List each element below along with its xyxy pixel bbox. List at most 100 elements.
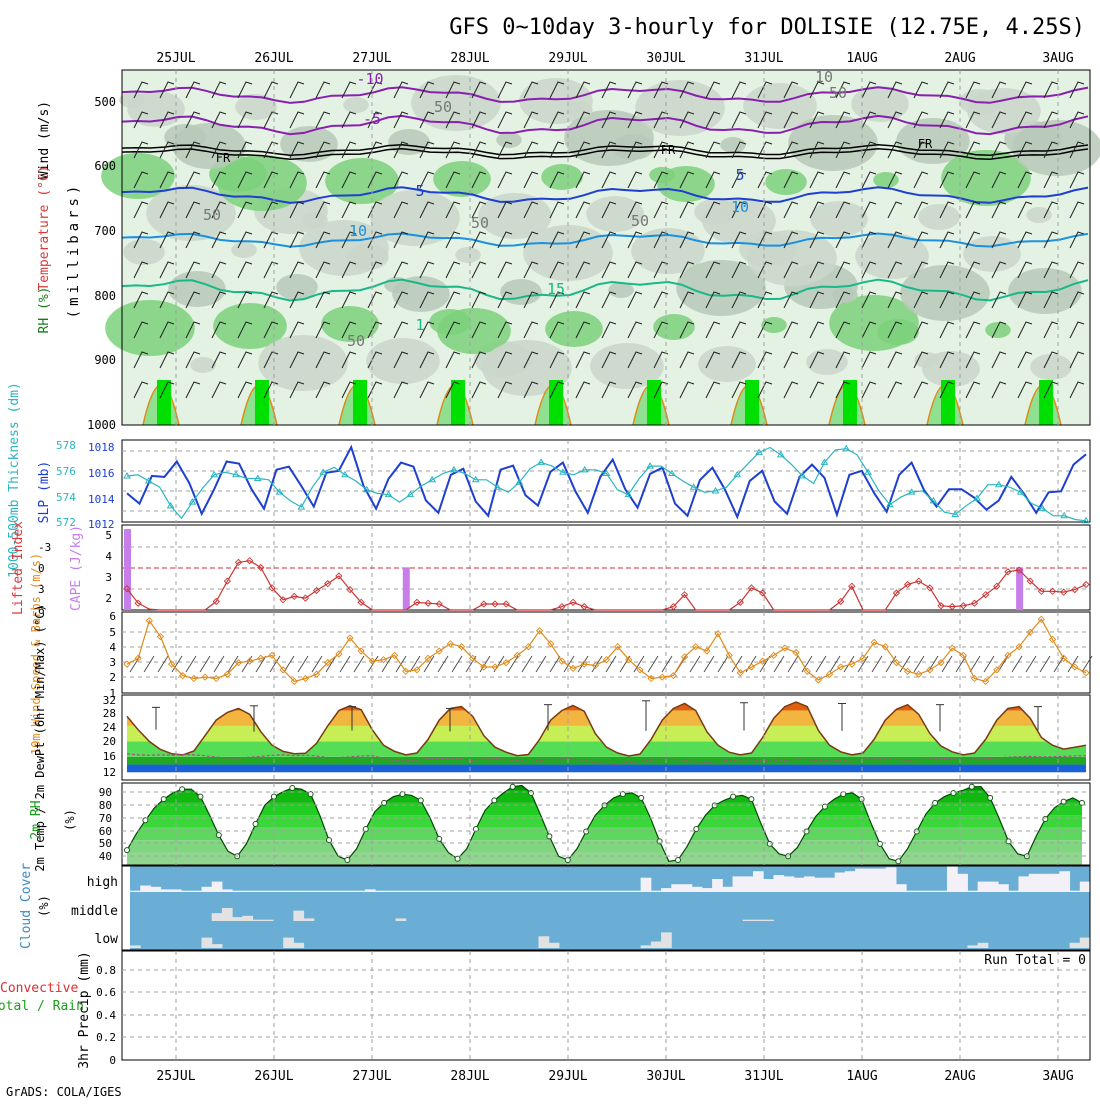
surface-wind-barb xyxy=(563,655,575,673)
wind-barb xyxy=(185,201,201,219)
rh-point xyxy=(179,786,186,793)
wind-barb xyxy=(237,321,253,339)
high-cloud-bar xyxy=(732,876,744,892)
wind-barb xyxy=(731,231,747,249)
wind-speed-point xyxy=(614,643,622,651)
wind-barb xyxy=(341,141,357,159)
thickness-point xyxy=(362,485,371,493)
temp-tick-label: 20 xyxy=(103,735,116,748)
wind-barb xyxy=(887,351,903,369)
wind-barb xyxy=(445,141,461,159)
lifted-index-point xyxy=(558,602,566,611)
contour-label: 50 xyxy=(347,332,365,350)
high-cloud-bar xyxy=(947,866,958,892)
high-cloud-bar xyxy=(528,890,540,892)
wind-speed-point xyxy=(948,644,956,652)
high-cloud-bar xyxy=(681,884,693,892)
surface-wind-barb xyxy=(647,655,659,673)
high-cloud-bar xyxy=(487,890,499,892)
wind-barb xyxy=(341,111,357,129)
lifted-index-point xyxy=(1060,588,1068,596)
wind-speed-point xyxy=(201,673,209,681)
wind-barb xyxy=(601,231,617,249)
wind-barb xyxy=(497,321,513,339)
thickness-point xyxy=(471,475,480,483)
wind-barb xyxy=(523,261,539,279)
low-cloud-bar xyxy=(1079,937,1091,948)
wind-barb xyxy=(523,321,539,339)
wind-barb xyxy=(705,111,721,129)
wind-barb xyxy=(1069,321,1085,339)
wind-barb xyxy=(783,261,799,279)
high-cloud-bar xyxy=(1069,890,1081,892)
wind-barb xyxy=(211,261,227,279)
high-cloud-bar xyxy=(998,884,1009,892)
cape-tick-label: 2 xyxy=(105,592,112,605)
lifted-index-point xyxy=(747,584,756,592)
wind-barb xyxy=(523,291,539,309)
lifted-index-point xyxy=(357,598,365,606)
low-cloud-bar xyxy=(211,944,223,948)
lifted-index-point xyxy=(312,586,321,595)
rh-tick-label: 70 xyxy=(99,812,112,825)
wind-speed-point xyxy=(446,640,455,648)
temperature-line xyxy=(126,701,1087,757)
date-label-top: 2AUG xyxy=(944,51,975,66)
wind-barb xyxy=(991,291,1007,309)
cape-bar xyxy=(402,567,410,610)
wind-speed-point xyxy=(569,664,577,673)
isotherm-minus10 xyxy=(121,86,1089,104)
wind-barb xyxy=(289,111,305,129)
wind-speed-point xyxy=(379,656,388,664)
high-cloud-bar xyxy=(538,890,550,892)
wind-barb xyxy=(263,231,279,249)
wind-barb xyxy=(861,81,877,99)
wind-barb xyxy=(211,231,227,249)
wind-barb xyxy=(887,261,903,279)
surface-wind-barb xyxy=(479,655,491,673)
thickness-point xyxy=(406,490,415,498)
wind-barb xyxy=(861,141,877,159)
wind-barb xyxy=(731,351,747,369)
thickness-point xyxy=(123,472,131,479)
rh-area xyxy=(101,153,175,199)
wind-speed-point xyxy=(669,672,678,680)
rh-area xyxy=(631,228,705,274)
wind-barb xyxy=(627,321,643,339)
wind-barb xyxy=(1043,381,1059,399)
high-cloud-bar xyxy=(344,890,356,892)
wind-barb xyxy=(419,171,435,189)
wind-barb xyxy=(679,81,695,99)
wind-speed-point xyxy=(491,663,499,671)
lifted-index-point xyxy=(993,582,1001,590)
slp-axis-label: SLP (mb) xyxy=(37,461,52,524)
wind-speed-point xyxy=(982,677,990,686)
contour-label: 10 xyxy=(815,68,833,86)
high-cloud-bar xyxy=(548,890,560,892)
wind-barb xyxy=(263,351,279,369)
wind-barb xyxy=(159,291,175,309)
wind-barb xyxy=(289,201,305,219)
wind-speed-line xyxy=(126,618,1087,683)
wind-speed-point xyxy=(179,672,187,680)
wind-barb xyxy=(263,201,279,219)
high-rh-cell xyxy=(745,380,759,425)
middle-cloud-bar xyxy=(221,908,233,921)
rh-area xyxy=(213,303,287,349)
wind-barb xyxy=(159,111,175,129)
wind-barb xyxy=(1017,321,1033,339)
high-rh-cell xyxy=(843,380,857,425)
wind-barb xyxy=(263,171,279,189)
pressure-axis-label: (millibars) xyxy=(66,182,82,319)
wind-barb xyxy=(1069,231,1085,249)
run-total-label: Run Total = 0 xyxy=(984,953,1086,968)
wind-barb xyxy=(315,231,331,249)
wind-barb xyxy=(367,141,383,159)
wind-barb xyxy=(445,81,461,99)
rh-area xyxy=(720,137,746,153)
wind-barb xyxy=(809,381,825,399)
wind-barb xyxy=(939,381,955,399)
precip-axis-label: 3hr Precip (mm) xyxy=(77,951,92,1068)
wind-barb xyxy=(965,291,981,309)
wind-speed-point xyxy=(324,658,332,667)
